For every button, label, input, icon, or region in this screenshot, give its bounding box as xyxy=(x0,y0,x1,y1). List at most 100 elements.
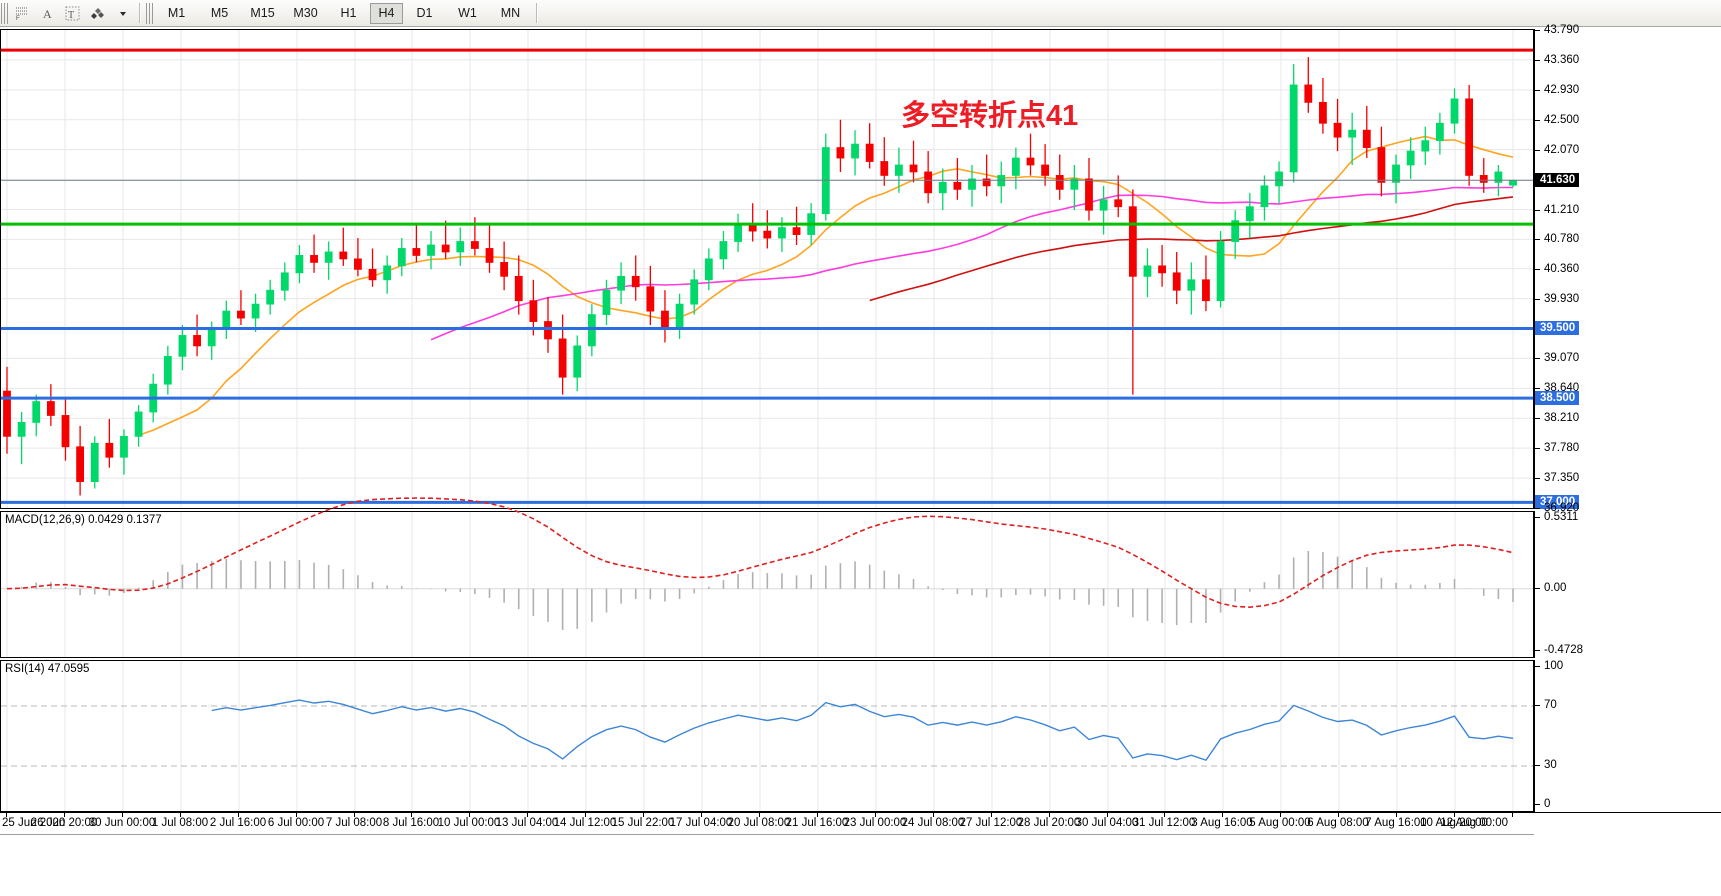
macd-label: MACD(12,26,9) 0.0429 0.1377 xyxy=(5,514,162,526)
time-tick-mark xyxy=(1164,813,1165,817)
text-box-icon[interactable]: T xyxy=(60,2,85,25)
timeframe-group: M1 M5 M15 M30 H1 H4 D1 W1 MN xyxy=(155,2,532,24)
time-axis[interactable]: 25 Jun 2020 26 Jun 20:00 30 Jun 00:00 1 Jul… xyxy=(0,812,1721,896)
time-tick-mark xyxy=(1338,813,1339,817)
time-tick-mark xyxy=(817,813,818,817)
price-tick-43.790: 43.790 xyxy=(1535,24,1579,36)
price-axis[interactable]: 43.790 43.360 42.930 42.500 42.070 41.630 41.2… xyxy=(1534,24,1721,514)
timeframe-m15[interactable]: M15 xyxy=(250,6,275,20)
rsi-tick-70: 70 xyxy=(1535,699,1557,711)
toolbar-grip[interactable] xyxy=(1,2,8,24)
time-label-7: 8 Jul 16:00 xyxy=(382,817,440,829)
time-label-8: 10 Jul 00:00 xyxy=(437,817,501,829)
timeframe-grip[interactable] xyxy=(146,2,153,24)
price-tick-43.360: 43.360 xyxy=(1535,54,1579,66)
time-label-14: 21 Jul 16:00 xyxy=(785,817,849,829)
crosshair-icon[interactable]: F xyxy=(10,2,35,25)
price-tick-37.350: 37.350 xyxy=(1535,472,1579,484)
time-tick-mark xyxy=(643,813,644,817)
time-tick-mark xyxy=(180,813,181,817)
timeframe-m5[interactable]: M5 xyxy=(210,6,229,20)
time-tick-mark xyxy=(354,813,355,817)
time-label-3: 1 Jul 08:00 xyxy=(151,817,209,829)
time-label-5: 6 Jul 00:00 xyxy=(267,817,325,829)
current-price-label: 41.630 xyxy=(1535,173,1580,188)
toolbar-separator-2 xyxy=(536,3,538,23)
time-label-1: 26 Jun 20:00 xyxy=(30,817,98,829)
price-chart-canvas xyxy=(1,30,1533,508)
price-chart-panel[interactable]: 多空转折点41 xyxy=(0,29,1534,509)
price-tick-39.930: 39.930 xyxy=(1535,293,1579,305)
macd-tick-0.00: 0.00 xyxy=(1535,582,1566,594)
time-tick-mark xyxy=(238,813,239,817)
svg-text:A: A xyxy=(43,7,52,20)
price-tick-41.210: 41.210 xyxy=(1535,204,1579,216)
time-tick-mark xyxy=(122,813,123,817)
time-label-18: 28 Jul 20:00 xyxy=(1017,817,1081,829)
time-label-9: 13 Jul 04:00 xyxy=(495,817,559,829)
time-label-10: 14 Jul 12:00 xyxy=(553,817,617,829)
time-label-22: 5 Aug 00:00 xyxy=(1249,817,1311,829)
time-tick-mark xyxy=(1222,813,1223,817)
rsi-tick-30: 30 xyxy=(1535,759,1557,771)
time-label-2: 30 Jun 00:00 xyxy=(88,817,156,829)
dropdown-arrow-icon[interactable] xyxy=(110,2,135,25)
macd-tick--0.4728: -0.4728 xyxy=(1535,644,1583,656)
price-tick-42.930: 42.930 xyxy=(1535,84,1579,96)
timeframe-h4[interactable]: H4 xyxy=(370,2,403,24)
time-tick-mark xyxy=(759,813,760,817)
price-tick-40.780: 40.780 xyxy=(1535,233,1579,245)
time-label-17: 27 Jul 12:00 xyxy=(959,817,1023,829)
time-tick-mark xyxy=(1454,813,1455,817)
timeframe-mn[interactable]: MN xyxy=(500,6,521,20)
rsi-indicator-panel[interactable]: RSI(14) 47.0595 xyxy=(0,660,1534,812)
level-label-38.500: 38.500 xyxy=(1535,391,1580,406)
timeframe-m1[interactable]: M1 xyxy=(167,6,186,20)
time-tick-mark xyxy=(296,813,297,817)
timeframe-h1[interactable]: H1 xyxy=(340,6,357,20)
rsi-tick-0: 0 xyxy=(1535,798,1550,810)
price-tick-42.070: 42.070 xyxy=(1535,144,1579,156)
time-label-20: 31 Jul 12:00 xyxy=(1132,817,1196,829)
time-label-24: 7 Aug 16:00 xyxy=(1365,817,1427,829)
time-tick-mark xyxy=(585,813,586,817)
time-label-16: 24 Jul 08:00 xyxy=(901,817,965,829)
timeframe-d1[interactable]: D1 xyxy=(416,6,433,20)
time-label-11: 15 Jul 22:00 xyxy=(611,817,675,829)
time-tick-mark xyxy=(991,813,992,817)
time-tick-mark xyxy=(411,813,412,817)
time-label-6: 7 Jul 08:00 xyxy=(325,817,383,829)
macd-axis: 0.5311 0.00 -0.4728 xyxy=(1534,511,1721,658)
time-tick-mark xyxy=(469,813,470,817)
timeframe-w1[interactable]: W1 xyxy=(458,6,477,20)
time-tick-mark xyxy=(1280,813,1281,817)
toolbar-separator xyxy=(139,3,141,23)
price-tick-42.500: 42.500 xyxy=(1535,114,1579,126)
svg-text:F: F xyxy=(16,16,20,21)
price-tick-40.360: 40.360 xyxy=(1535,263,1579,275)
time-label-12: 17 Jul 04:00 xyxy=(669,817,733,829)
chart-annotation: 多空转折点41 xyxy=(901,100,1079,132)
time-label-21: 3 Aug 16:00 xyxy=(1191,817,1253,829)
price-tick-38.210: 38.210 xyxy=(1535,412,1579,424)
time-tick-mark xyxy=(1107,813,1108,817)
toolbar: F A T M1 M5 M15 M30 H1 H4 D1 W1 MN xyxy=(0,0,1721,27)
level-label-39.500: 39.500 xyxy=(1535,321,1580,336)
time-tick-mark xyxy=(1512,813,1513,817)
rsi-canvas xyxy=(1,661,1533,811)
macd-indicator-panel[interactable]: MACD(12,26,9) 0.0429 0.1377 xyxy=(0,497,1534,658)
time-tick-mark xyxy=(527,813,528,817)
time-tick-mark xyxy=(6,813,7,817)
time-label-25: 10 Aug 20:00 xyxy=(1420,817,1488,829)
time-tick-mark xyxy=(701,813,702,817)
text-label-icon[interactable]: A xyxy=(35,2,60,25)
timeframe-m30[interactable]: M30 xyxy=(293,6,318,20)
time-tick-mark xyxy=(933,813,934,817)
objects-icon[interactable] xyxy=(85,2,110,25)
time-tick-mark xyxy=(64,813,65,817)
price-tick-36.920: 36.920 xyxy=(1535,502,1579,514)
time-label-13: 20 Jul 08:00 xyxy=(727,817,791,829)
time-tick-mark xyxy=(1049,813,1050,817)
time-label-0: 25 Jun 2020 xyxy=(2,817,66,829)
time-label-26: 12 Aug 00:00 xyxy=(1440,817,1508,829)
